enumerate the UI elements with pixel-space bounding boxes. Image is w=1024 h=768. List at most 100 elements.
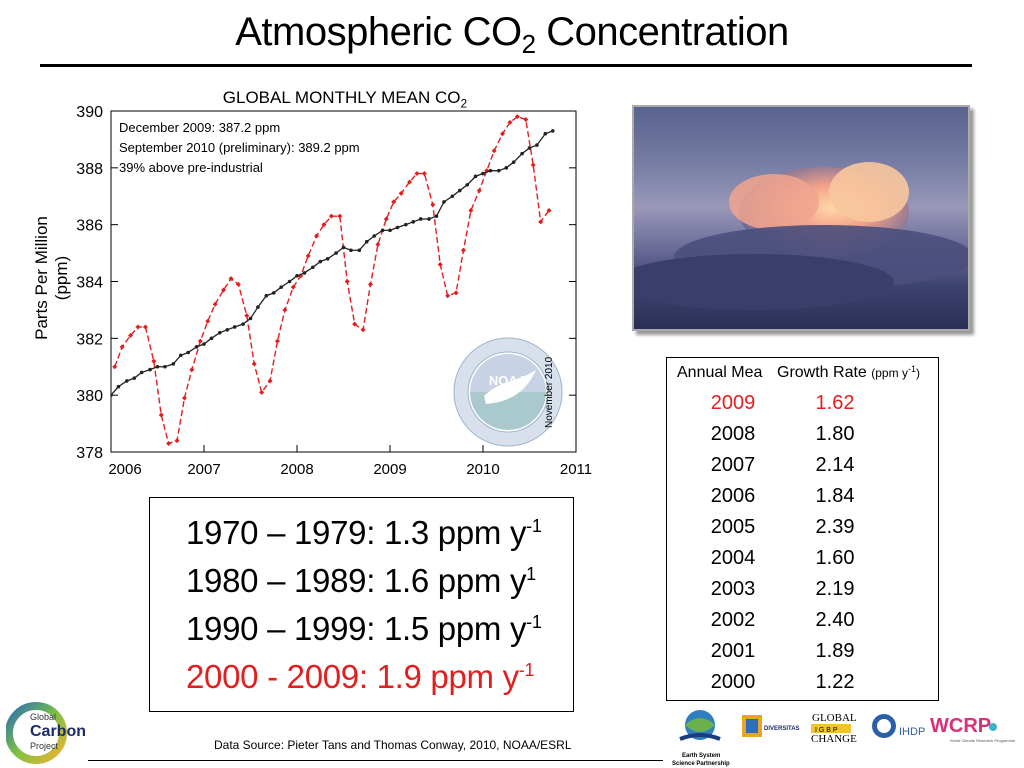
monthly-mean-point — [221, 287, 227, 293]
y-tick-label: 388 — [76, 161, 103, 178]
monthly-mean-point — [352, 321, 358, 327]
wcrp-label: WCRP — [930, 715, 991, 737]
trend-point — [248, 316, 253, 321]
noaa-date-label: November 2010 — [544, 356, 555, 428]
monthly-mean-point — [314, 233, 320, 239]
trend-point — [404, 222, 408, 227]
monthly-mean-point — [546, 207, 552, 213]
noaa-logo: NOAA — [453, 337, 563, 447]
slide-title: Atmospheric CO2 Concentration — [235, 10, 789, 59]
decade-rates-box: 1970 – 1979: 1.3 ppm y-1 1980 – 1989: 1.… — [149, 497, 574, 712]
chart-annotations: December 2009: 387.2 ppm September 2010 (… — [119, 120, 360, 175]
trend-point — [418, 217, 423, 221]
x-tick-label: 2008 — [280, 461, 313, 478]
table-row: 2003 2.19 — [667, 578, 938, 608]
trend-point — [372, 234, 376, 238]
table-cell-rate: 1.62 — [815, 392, 855, 414]
monthly-mean-point — [119, 344, 125, 350]
x-tick-label: 2011 — [560, 461, 592, 478]
trend-point — [202, 342, 206, 346]
monthly-mean-point — [282, 307, 288, 313]
trend-point — [132, 376, 137, 380]
igbp-logo: GLOBAL I G B P CHANGE — [811, 712, 857, 745]
trend-point — [225, 328, 230, 332]
table-cell-rate: 2.39 — [815, 516, 855, 538]
decade-rate-2000s: 2000 - 2009: 1.9 ppm y-1 — [186, 658, 535, 695]
y-tick-label: 384 — [76, 275, 103, 292]
monthly-mean-point — [437, 261, 443, 267]
monthly-mean-point — [244, 313, 250, 319]
monthly-mean-point — [344, 279, 350, 284]
monthly-mean-point — [128, 332, 134, 338]
trend-point — [178, 353, 183, 358]
trend-point — [155, 364, 160, 369]
co2-line-chart: NOAA November 2010 378 380 382 384 386 388 390… — [76, 104, 592, 478]
x-tick-label: 2010 — [466, 461, 499, 478]
monthly-mean-point — [360, 327, 366, 333]
chart-annotation: 39% above pre-industrial — [119, 160, 263, 175]
trend-point — [287, 279, 292, 284]
monthly-mean-point — [174, 438, 180, 444]
monthly-mean-point — [189, 367, 195, 373]
trend-point — [535, 143, 539, 147]
table-cell-rate: 2.40 — [815, 609, 855, 631]
table-cell-rate: 1.89 — [815, 640, 855, 662]
annual-col-header: Annual Mea — [677, 364, 763, 381]
monthly-mean-point — [514, 114, 520, 120]
monthly-mean-point — [414, 171, 420, 177]
table-cell-rate: 1.80 — [815, 423, 855, 445]
table-row: 2009 1.62 — [667, 392, 938, 422]
trend-point — [125, 379, 129, 383]
decade-rate-1980s: 1980 – 1989: 1.6 ppm y1 — [186, 562, 536, 599]
monthly-mean-point — [337, 213, 343, 219]
table-cell-rate: 2.19 — [815, 578, 855, 600]
trend-point — [457, 188, 462, 193]
monthly-mean-point — [151, 358, 157, 364]
growth-col-header: Growth Rate (ppm y-1) — [777, 364, 920, 381]
monthly-mean-point — [421, 171, 427, 177]
trend-point — [194, 345, 199, 349]
noaa-label: NOAA — [489, 373, 528, 388]
monthly-mean-point — [375, 242, 381, 248]
trend-point — [543, 131, 548, 136]
trend-point — [427, 217, 431, 221]
monthly-mean-point — [305, 253, 311, 259]
monthly-mean-point — [251, 361, 257, 367]
footer-divider — [88, 760, 663, 761]
trend-point — [504, 166, 509, 170]
table-cell-year: 2007 — [710, 454, 756, 476]
diversitas-label: DIVERSITAS — [764, 726, 800, 732]
monthly-mean-point — [445, 293, 451, 299]
table-row: 2004 1.60 — [667, 547, 938, 577]
essp-logo: Earth System Science Partnership — [672, 710, 730, 767]
table-cell-year: 2008 — [710, 423, 756, 445]
monthly-mean-point — [158, 412, 164, 418]
y-tick-label: 378 — [76, 445, 103, 462]
monthly-mean-point — [205, 318, 211, 324]
trend-point — [218, 330, 222, 335]
trend-point — [450, 194, 455, 199]
trend-point — [171, 362, 176, 366]
trend-point — [163, 364, 167, 369]
monthly-mean-point — [391, 199, 397, 205]
trend-point — [357, 248, 362, 253]
global-carbon-project-logo — [6, 702, 67, 764]
table-cell-year: 2002 — [710, 609, 756, 631]
trend-point — [388, 228, 392, 233]
table-row: 2006 1.84 — [667, 485, 938, 515]
table-row: 2001 1.89 — [667, 640, 938, 670]
trend-point — [488, 168, 493, 173]
trend-point — [349, 248, 353, 253]
wcrp-logo: WCRP World Climate Research Programme — [930, 715, 1016, 743]
trend-point — [279, 285, 283, 289]
monthly-mean-point — [290, 284, 296, 290]
partner-logos: Earth System Science Partnership DIVERSI… — [672, 710, 1016, 767]
trend-point — [318, 259, 323, 264]
monthly-mean-point — [523, 117, 529, 123]
table-row: 2008 1.80 — [667, 423, 938, 453]
trend-point — [325, 256, 330, 261]
trend-point — [511, 160, 516, 164]
ihdp-logo: IHDP — [872, 714, 925, 738]
monthly-mean-point — [398, 190, 404, 196]
monthly-mean-point — [228, 276, 234, 282]
